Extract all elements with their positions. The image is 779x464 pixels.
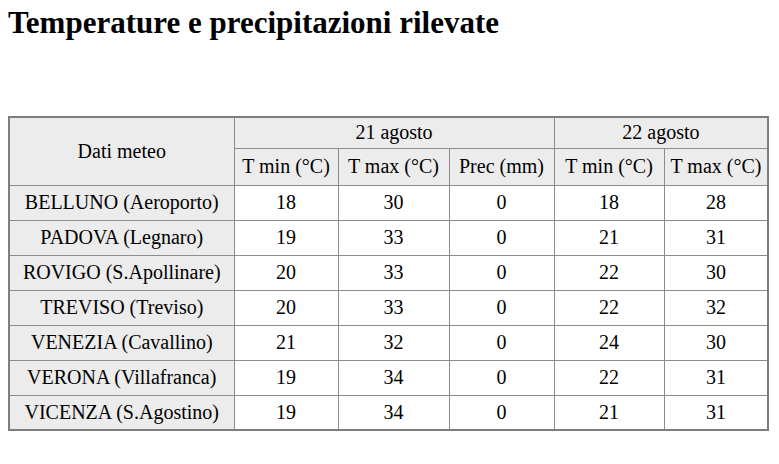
value-cell: 22 — [554, 290, 664, 325]
value-cell: 21 — [234, 325, 338, 360]
value-cell: 24 — [554, 325, 664, 360]
value-cell: 32 — [338, 325, 449, 360]
sub-header-tmin-21: T min (°C) — [234, 148, 338, 185]
value-cell: 30 — [664, 325, 768, 360]
value-cell: 0 — [449, 360, 554, 395]
value-cell: 0 — [449, 325, 554, 360]
value-cell: 30 — [664, 255, 768, 290]
sub-header-tmax-22: T max (°C) — [664, 148, 768, 185]
value-cell: 31 — [664, 220, 768, 255]
station-cell: TREVISO (Treviso) — [9, 290, 234, 325]
value-cell: 21 — [554, 395, 664, 430]
page: Temperature e precipitazioni rilevate Da… — [0, 0, 779, 464]
station-cell: VERONA (Villafranca) — [9, 360, 234, 395]
sub-header-prec-21: Prec (mm) — [449, 148, 554, 185]
value-cell: 19 — [234, 395, 338, 430]
value-cell: 18 — [554, 185, 664, 220]
table-row: BELLUNO (Aeroporto) 18 30 0 18 28 — [9, 185, 768, 220]
value-cell: 21 — [554, 220, 664, 255]
weather-table-container: Dati meteo 21 agosto 22 agosto T min (°C… — [8, 116, 771, 431]
value-cell: 20 — [234, 290, 338, 325]
table-row: TREVISO (Treviso) 20 33 0 22 32 — [9, 290, 768, 325]
value-cell: 22 — [554, 255, 664, 290]
date-group-header-21-agosto: 21 agosto — [234, 117, 554, 148]
value-cell: 18 — [234, 185, 338, 220]
table-row: ROVIGO (S.Apollinare) 20 33 0 22 30 — [9, 255, 768, 290]
value-cell: 22 — [554, 360, 664, 395]
value-cell: 34 — [338, 360, 449, 395]
station-cell: BELLUNO (Aeroporto) — [9, 185, 234, 220]
value-cell: 0 — [449, 220, 554, 255]
table-row: VICENZA (S.Agostino) 19 34 0 21 31 — [9, 395, 768, 430]
value-cell: 19 — [234, 360, 338, 395]
value-cell: 33 — [338, 290, 449, 325]
value-cell: 0 — [449, 290, 554, 325]
station-cell: VICENZA (S.Agostino) — [9, 395, 234, 430]
value-cell: 30 — [338, 185, 449, 220]
corner-header-dati-meteo: Dati meteo — [9, 117, 234, 185]
value-cell: 33 — [338, 220, 449, 255]
value-cell: 31 — [664, 395, 768, 430]
table-row: VENEZIA (Cavallino) 21 32 0 24 30 — [9, 325, 768, 360]
value-cell: 33 — [338, 255, 449, 290]
value-cell: 32 — [664, 290, 768, 325]
sub-header-tmax-21: T max (°C) — [338, 148, 449, 185]
value-cell: 20 — [234, 255, 338, 290]
value-cell: 28 — [664, 185, 768, 220]
station-cell: ROVIGO (S.Apollinare) — [9, 255, 234, 290]
value-cell: 0 — [449, 395, 554, 430]
value-cell: 34 — [338, 395, 449, 430]
value-cell: 0 — [449, 255, 554, 290]
date-group-header-22-agosto: 22 agosto — [554, 117, 768, 148]
value-cell: 19 — [234, 220, 338, 255]
table-row: VERONA (Villafranca) 19 34 0 22 31 — [9, 360, 768, 395]
page-title: Temperature e precipitazioni rilevate — [8, 6, 771, 40]
station-cell: PADOVA (Legnaro) — [9, 220, 234, 255]
weather-table: Dati meteo 21 agosto 22 agosto T min (°C… — [8, 116, 769, 431]
station-cell: VENEZIA (Cavallino) — [9, 325, 234, 360]
table-row: PADOVA (Legnaro) 19 33 0 21 31 — [9, 220, 768, 255]
value-cell: 0 — [449, 185, 554, 220]
value-cell: 31 — [664, 360, 768, 395]
header-group-row: Dati meteo 21 agosto 22 agosto — [9, 117, 768, 148]
sub-header-tmin-22: T min (°C) — [554, 148, 664, 185]
